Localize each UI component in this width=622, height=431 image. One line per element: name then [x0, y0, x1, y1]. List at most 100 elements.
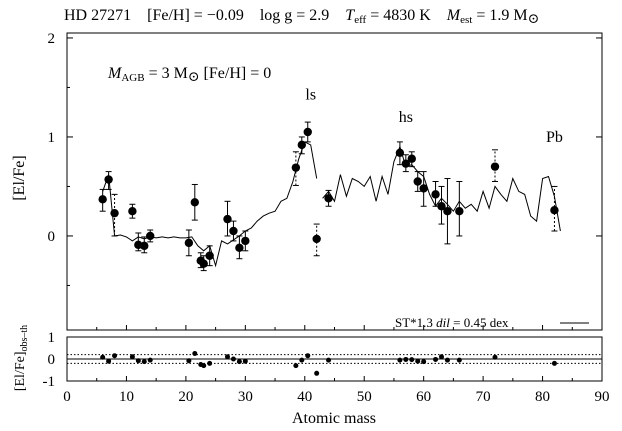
bottom-y-tick-label: 0 — [48, 352, 56, 368]
residual-point — [192, 351, 198, 356]
model-m-sub: AGB — [121, 72, 144, 84]
abundance-point — [110, 208, 119, 218]
abundance-point — [431, 190, 440, 199]
abundance-point — [419, 184, 428, 193]
top-y-axis-title: [El/Fe] — [11, 155, 28, 200]
abundance-point — [199, 259, 208, 268]
residual-point — [106, 358, 112, 364]
abundance-point — [401, 159, 411, 168]
header-teff-sub: eff — [354, 14, 366, 26]
model-feh: [Fe/H] = 0 — [200, 65, 272, 82]
abundance-point — [184, 238, 194, 248]
abundance-point — [146, 231, 155, 241]
abundance-point — [205, 251, 214, 260]
top-y-tick-label: 0 — [48, 229, 56, 245]
model-sun: ⊙ — [188, 70, 200, 85]
abundance-point — [303, 127, 312, 137]
peak-label-pb: Pb — [546, 129, 563, 146]
residual-point — [299, 357, 305, 363]
x-tick-label: 60 — [416, 389, 431, 405]
residual-point — [207, 360, 213, 366]
abundance-point — [437, 202, 446, 211]
abundance-point — [490, 162, 500, 171]
x-tick-label: 40 — [297, 389, 312, 405]
residual-point — [201, 363, 207, 369]
x-tick-label: 70 — [476, 389, 491, 405]
abundance-point — [413, 177, 422, 186]
residual-point — [456, 357, 462, 363]
abundance-point — [223, 214, 232, 224]
abundance-point — [241, 236, 250, 246]
residual-point — [492, 354, 498, 360]
residual-point — [293, 363, 299, 369]
residual-point — [100, 354, 106, 360]
x-tick-label: 90 — [595, 389, 610, 405]
residual-point — [230, 356, 236, 362]
dilution-legend: ST*1.3 dil = 0.45 dex — [395, 315, 509, 330]
residual-point — [236, 359, 242, 365]
x-tick-label: 50 — [357, 389, 372, 405]
residual-point — [444, 357, 450, 363]
bottom-y-axis-title-sub: obs–th — [19, 325, 30, 352]
model-m: M — [107, 65, 123, 82]
abundance-point — [229, 226, 238, 236]
top-y-tick-label: 2 — [48, 31, 56, 47]
x-tick-label: 20 — [178, 389, 193, 405]
x-tick-label: 0 — [63, 389, 71, 405]
abundance-point — [128, 207, 137, 216]
abundance-point — [324, 194, 333, 203]
abundance-point — [407, 154, 416, 163]
x-tick-label: 80 — [535, 389, 550, 405]
residual-point — [421, 359, 427, 365]
header-logg: log g = 2.9 — [260, 7, 329, 24]
dilution-st: ST*1.3 — [395, 315, 436, 330]
header-mest-sub: est — [460, 14, 472, 26]
abundance-point — [291, 163, 301, 172]
abundance-point — [190, 198, 200, 207]
residual-point — [186, 358, 192, 364]
abundance-point — [550, 206, 559, 215]
header-feh: [Fe/H] = −0.09 — [147, 7, 244, 24]
residual-point — [397, 357, 403, 363]
residual-point — [403, 356, 409, 362]
abundance-point — [395, 148, 405, 157]
model-m-val: = 3 M — [145, 65, 188, 82]
sun-symbol: ⊙ — [528, 12, 540, 27]
x-axis-title: Atomic mass — [292, 410, 376, 427]
residual-point — [112, 353, 118, 359]
residual-point — [242, 358, 248, 364]
x-tick-label: 30 — [238, 389, 253, 405]
residual-point — [135, 358, 141, 364]
star-name: HD 27271 — [64, 7, 131, 24]
header-teff: T — [345, 7, 355, 24]
residual-point — [415, 358, 421, 364]
residual-point — [141, 359, 147, 365]
model-label: MAGB = 3 M⊙ [Fe/H] = 0 — [107, 65, 271, 85]
peak-label-hs: hs — [399, 109, 413, 126]
residual-point — [305, 353, 311, 359]
residual-point — [439, 354, 444, 360]
residual-point — [129, 354, 135, 360]
bottom-y-tick-label: 1 — [48, 330, 56, 346]
header-mest-val: = 1.9 M — [472, 7, 527, 24]
bottom-y-axis-title-main: [El/Fe] — [13, 352, 28, 392]
abundance-point — [455, 207, 464, 216]
residual-point — [314, 370, 320, 376]
bottom-y-axis-title: [El/Fe]obs–th — [13, 325, 30, 391]
dilution-dil: dil — [436, 315, 450, 330]
header-teff-val: = 4830 K — [366, 7, 431, 24]
bottom-y-tick-label: -1 — [43, 374, 56, 390]
residual-point — [225, 354, 230, 360]
chart-marks: 0 10 20 30 40 50 60 70 80 90 0 1 2 -1 0 1 ls hs Pb — [43, 31, 610, 405]
peak-label-ls: ls — [305, 86, 316, 103]
abundance-point — [443, 207, 452, 216]
abundance-point — [140, 241, 149, 251]
abundance-point — [297, 140, 307, 150]
residual-point — [409, 357, 415, 363]
header-mest: M — [446, 7, 462, 24]
top-y-tick-label: 1 — [48, 130, 56, 146]
chart-title: HD 27271 [Fe/H] = −0.09 log g = 2.9 Teff… — [64, 7, 539, 27]
residual-point — [326, 357, 332, 363]
abundance-point — [104, 175, 113, 184]
